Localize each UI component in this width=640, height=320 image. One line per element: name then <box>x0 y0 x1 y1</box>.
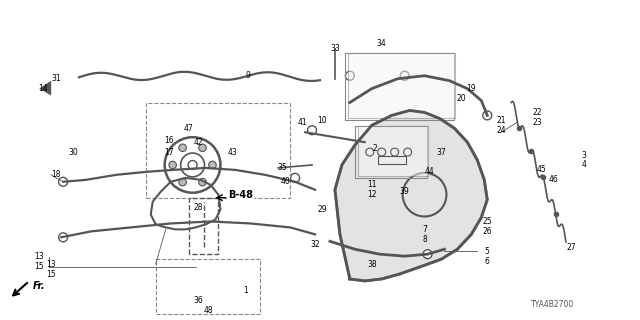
Text: 5: 5 <box>485 247 490 256</box>
Text: 3: 3 <box>581 150 586 160</box>
Text: 4: 4 <box>581 160 586 170</box>
Text: 13: 13 <box>35 252 44 261</box>
Circle shape <box>400 71 409 80</box>
Circle shape <box>188 161 197 169</box>
Text: 13: 13 <box>46 260 56 268</box>
Text: 46: 46 <box>549 175 559 184</box>
Polygon shape <box>335 110 487 281</box>
Circle shape <box>179 144 186 152</box>
Text: 34: 34 <box>377 38 387 48</box>
Text: 24: 24 <box>497 126 506 135</box>
Bar <box>146 103 290 198</box>
Text: 37: 37 <box>436 148 446 156</box>
Circle shape <box>179 178 186 186</box>
Bar <box>348 53 456 118</box>
Text: 42: 42 <box>194 138 204 147</box>
Text: TYA4B2700: TYA4B2700 <box>531 300 574 309</box>
Text: 48: 48 <box>204 306 213 315</box>
Polygon shape <box>39 81 51 96</box>
Text: 23: 23 <box>532 118 542 127</box>
Text: 33: 33 <box>330 44 340 53</box>
Text: 25: 25 <box>483 217 492 226</box>
Bar <box>358 126 428 176</box>
Text: 20: 20 <box>456 94 466 103</box>
Circle shape <box>199 144 206 152</box>
Text: 35: 35 <box>277 164 287 172</box>
Text: 26: 26 <box>483 227 492 236</box>
Text: 9: 9 <box>246 71 251 80</box>
Text: 45: 45 <box>536 165 546 174</box>
Text: 14: 14 <box>38 84 48 93</box>
Text: 6: 6 <box>485 257 490 266</box>
Bar <box>156 259 260 314</box>
Text: 10: 10 <box>317 116 327 125</box>
Circle shape <box>423 250 432 259</box>
Text: 22: 22 <box>532 108 542 117</box>
Text: 43: 43 <box>227 148 237 156</box>
Text: 28: 28 <box>194 203 204 212</box>
Text: 27: 27 <box>566 243 576 252</box>
Circle shape <box>308 126 317 135</box>
Text: 36: 36 <box>194 296 204 305</box>
Text: 18: 18 <box>51 170 61 180</box>
Text: 2: 2 <box>372 144 377 153</box>
Circle shape <box>209 161 216 169</box>
Text: Fr.: Fr. <box>33 281 46 291</box>
Text: 47: 47 <box>184 124 193 133</box>
Circle shape <box>59 233 68 242</box>
Text: 11: 11 <box>367 180 376 189</box>
Bar <box>355 126 426 178</box>
Text: 31: 31 <box>51 74 61 83</box>
Bar <box>378 156 406 164</box>
Text: 32: 32 <box>310 240 320 249</box>
Text: 41: 41 <box>297 118 307 127</box>
Bar <box>345 53 454 120</box>
Text: 15: 15 <box>46 269 56 278</box>
Circle shape <box>346 71 355 80</box>
Circle shape <box>59 177 68 186</box>
Text: 21: 21 <box>497 116 506 125</box>
Text: 17: 17 <box>164 148 173 156</box>
Circle shape <box>199 178 206 186</box>
Text: 8: 8 <box>422 235 427 244</box>
Text: 40: 40 <box>280 177 290 186</box>
Text: 30: 30 <box>68 148 78 156</box>
Text: 44: 44 <box>425 167 435 176</box>
Circle shape <box>291 173 300 182</box>
Text: 19: 19 <box>467 84 476 93</box>
Text: 29: 29 <box>317 205 327 214</box>
Text: 7: 7 <box>422 225 427 234</box>
Circle shape <box>169 161 177 169</box>
Text: 38: 38 <box>367 260 376 268</box>
Text: 12: 12 <box>367 190 376 199</box>
Circle shape <box>483 111 492 120</box>
Text: 39: 39 <box>400 187 410 196</box>
Text: B-48: B-48 <box>228 190 253 200</box>
Text: 1: 1 <box>243 286 248 295</box>
Text: 16: 16 <box>164 136 173 145</box>
Text: 15: 15 <box>35 262 44 271</box>
